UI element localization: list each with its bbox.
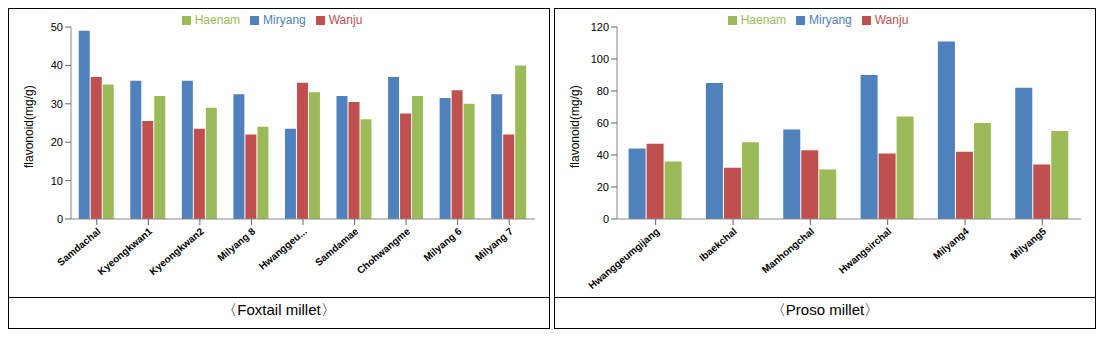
svg-text:Kyeongkwan1: Kyeongkwan1 bbox=[96, 225, 155, 277]
svg-text:50: 50 bbox=[51, 21, 63, 33]
svg-text:Samdachal: Samdachal bbox=[55, 225, 103, 268]
html-text:Wanju: Wanju bbox=[874, 13, 909, 27]
svg-text:120: 120 bbox=[591, 21, 609, 33]
svg-text:30: 30 bbox=[51, 98, 63, 110]
svg-text:100: 100 bbox=[591, 53, 609, 65]
html-text:Haenam: Haenam bbox=[740, 13, 786, 27]
svg-text:Chohwangme: Chohwangme bbox=[355, 225, 413, 276]
svg-text:40: 40 bbox=[597, 149, 609, 161]
svg-text:Milyang 6: Milyang 6 bbox=[422, 225, 464, 263]
svg-text:Milyang5: Milyang5 bbox=[1008, 225, 1048, 261]
svg-text:20: 20 bbox=[597, 181, 609, 193]
html-text:Wanju: Wanju bbox=[328, 13, 363, 27]
svg-text:40: 40 bbox=[51, 59, 63, 71]
html-text:〈Foxtail millet〉: 〈Foxtail millet〉 bbox=[222, 301, 336, 318]
svg-text:Samdamae: Samdamae bbox=[313, 225, 361, 268]
svg-text:10: 10 bbox=[51, 175, 63, 187]
svg-text:flavonoid(mg/g): flavonoid(mg/g) bbox=[22, 85, 36, 168]
svg-text:Hwanggeu...: Hwanggeu... bbox=[257, 225, 309, 271]
html-text:Miryang: Miryang bbox=[809, 13, 852, 27]
svg-text:Ibaekchal: Ibaekchal bbox=[697, 225, 739, 263]
svg-text:80: 80 bbox=[597, 85, 609, 97]
svg-text:0: 0 bbox=[603, 213, 609, 225]
svg-text:flavonoid(mg/g): flavonoid(mg/g) bbox=[568, 85, 582, 168]
svg-text:Kyeongkwan2: Kyeongkwan2 bbox=[147, 225, 206, 277]
svg-text:Milyang 7: Milyang 7 bbox=[473, 225, 515, 263]
html-text:Miryang: Miryang bbox=[263, 13, 306, 27]
svg-text:Hwanggeumgijang: Hwanggeumgijang bbox=[586, 226, 661, 292]
svg-text:Milyang4: Milyang4 bbox=[931, 225, 971, 261]
svg-text:Hwangsirchal: Hwangsirchal bbox=[837, 225, 894, 275]
html-text:〈Proso millet〉: 〈Proso millet〉 bbox=[770, 301, 880, 318]
html-text:Haenam: Haenam bbox=[194, 13, 240, 27]
svg-text:0: 0 bbox=[57, 213, 63, 225]
svg-text:60: 60 bbox=[597, 117, 609, 129]
svg-text:Milyang 8: Milyang 8 bbox=[215, 225, 257, 263]
svg-text:20: 20 bbox=[51, 136, 63, 148]
svg-text:Manhongchal: Manhongchal bbox=[760, 225, 817, 275]
